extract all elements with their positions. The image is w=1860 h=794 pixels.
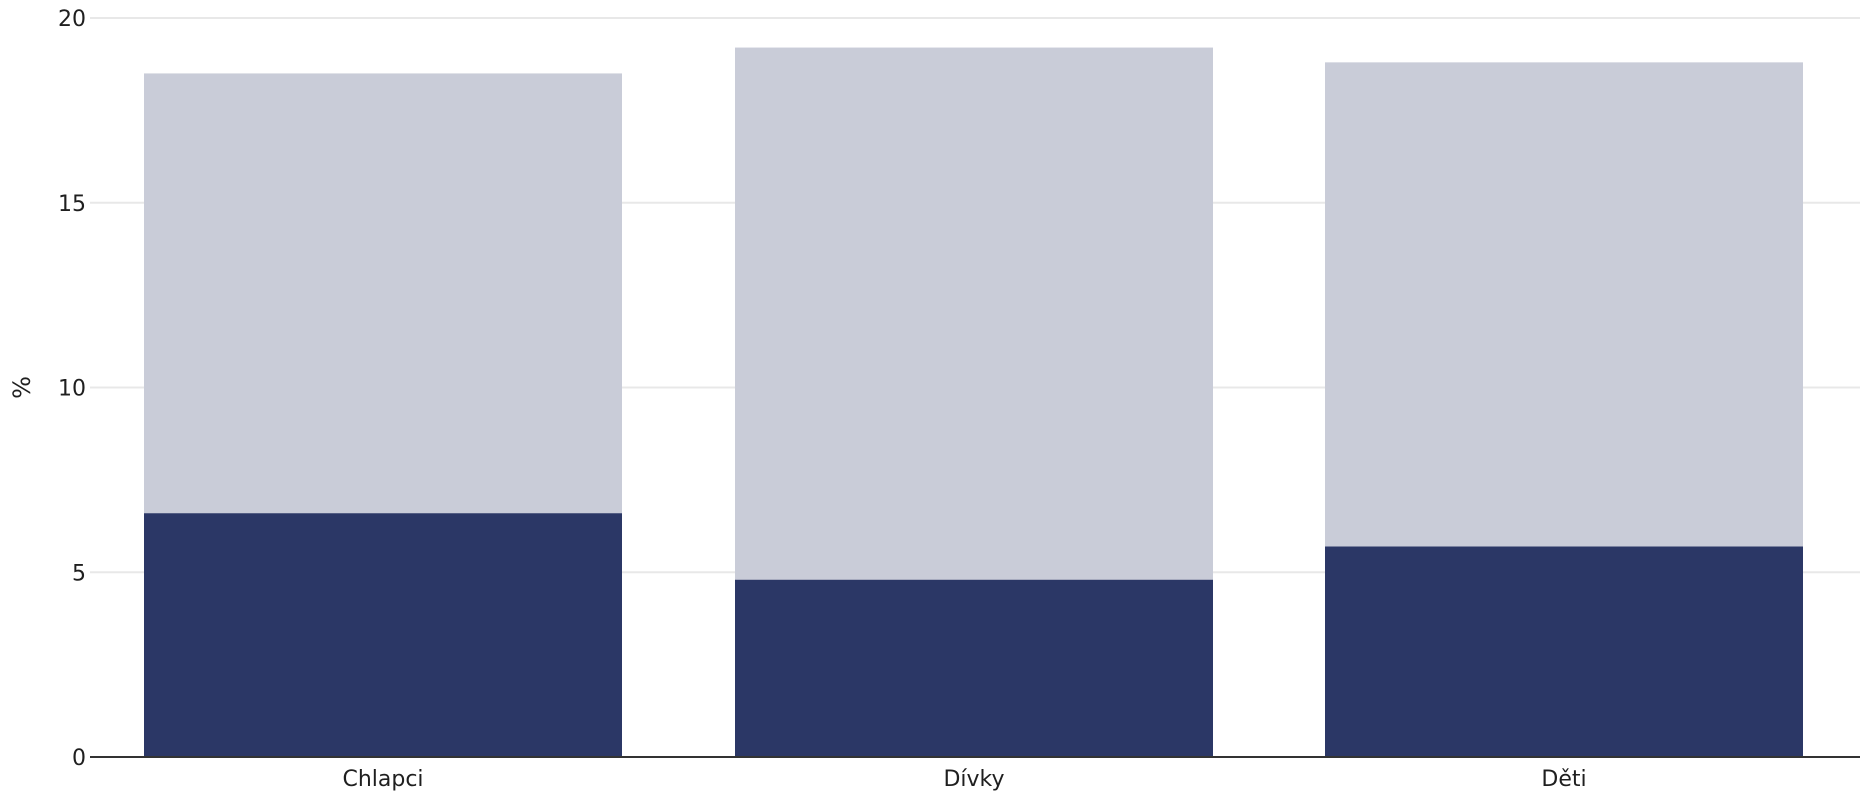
y-tick-label: 15 [58, 192, 86, 217]
bar-dívky-segment-2 [735, 47, 1213, 580]
bar-chlapci-segment-1 [144, 513, 622, 757]
y-tick-label: 5 [72, 561, 86, 586]
bar-děti-segment-2 [1325, 62, 1803, 547]
bars [144, 47, 1803, 757]
y-axis-title: % [8, 376, 36, 399]
y-tick-label: 20 [58, 7, 86, 32]
x-tick-label: Chlapci [342, 767, 423, 792]
y-tick-label: 10 [58, 377, 86, 402]
y-tick-label: 0 [72, 746, 86, 771]
x-tick-label: Dívky [943, 767, 1004, 792]
bar-dívky-segment-1 [735, 579, 1213, 757]
tick-labels: 0 5 10 15 20 Chlapci Dívky Děti [58, 7, 1587, 792]
bar-děti-segment-1 [1325, 546, 1803, 757]
bar-chlapci-segment-2 [144, 73, 622, 514]
x-tick-label: Děti [1541, 767, 1586, 792]
